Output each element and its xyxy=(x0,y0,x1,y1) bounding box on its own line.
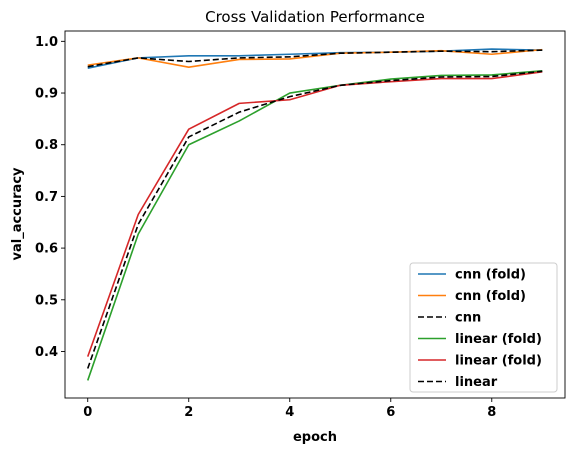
legend-label: cnn (fold) xyxy=(455,289,526,304)
y-tick-label: 0.4 xyxy=(35,345,58,360)
legend-item: cnn xyxy=(418,311,481,326)
chart-title: Cross Validation Performance xyxy=(205,8,425,26)
legend-label: linear xyxy=(455,375,498,390)
series-line-3 xyxy=(86,70,543,381)
y-axis: 0.4 0.5 0.6 0.7 0.8 0.9 1.0 xyxy=(35,35,65,360)
y-tick-label: 0.8 xyxy=(35,138,58,153)
x-tick-label: 8 xyxy=(487,405,496,420)
legend-frame xyxy=(409,262,558,393)
x-axis: 0 2 4 6 8 xyxy=(83,398,496,420)
legend-item: linear (fold) xyxy=(418,332,542,347)
y-tick-label: 0.7 xyxy=(35,190,58,205)
legend-label: linear (fold) xyxy=(455,354,542,369)
legend-item: linear xyxy=(418,375,498,390)
x-axis-label: epoch xyxy=(293,430,337,445)
x-tick-label: 2 xyxy=(184,405,193,420)
series-line-2 xyxy=(87,49,543,68)
series-line-1 xyxy=(87,48,543,68)
axes-frame xyxy=(64,30,566,399)
legend-label: cnn (fold) xyxy=(455,268,526,283)
y-tick-label: 0.6 xyxy=(35,242,58,257)
series-line-5 xyxy=(86,70,543,369)
legend: cnn (fold) cnn (fold) cnn linear (fold) line… xyxy=(409,262,558,393)
y-tick-label: 0.9 xyxy=(35,87,58,102)
legend-item: cnn (fold) xyxy=(418,289,526,304)
y-tick-label: 0.5 xyxy=(35,293,58,308)
y-tick-label: 1.0 xyxy=(35,35,58,50)
legend-label: cnn xyxy=(455,311,481,326)
x-tick-label: 0 xyxy=(83,405,92,420)
legend-item: linear (fold) xyxy=(418,354,542,369)
x-tick-label: 6 xyxy=(386,405,395,420)
legend-label: linear (fold) xyxy=(455,332,542,347)
series-layer xyxy=(86,48,543,381)
series-line-0 xyxy=(87,48,543,70)
legend-item: cnn (fold) xyxy=(418,268,526,283)
x-tick-label: 4 xyxy=(285,405,294,420)
series-line-4 xyxy=(86,71,543,357)
y-axis-label: val_accuracy xyxy=(10,167,25,261)
